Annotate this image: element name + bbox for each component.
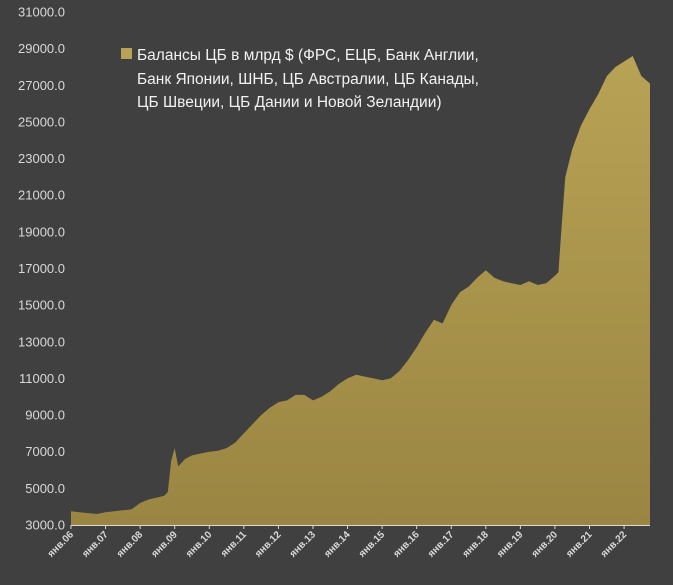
x-tick-label: янв.08 <box>115 529 146 560</box>
x-tick-label: янв.10 <box>184 529 215 560</box>
y-tick-label: 17000.0 <box>18 261 65 276</box>
y-tick-label: 27000.0 <box>18 78 65 93</box>
x-tick-label: янв.06 <box>46 529 77 560</box>
legend: Балансы ЦБ в млрд $ (ФРС, ЕЦБ, Банк Англ… <box>121 47 479 111</box>
y-tick-label: 21000.0 <box>18 188 65 203</box>
y-axis: 3000.0 5000.0 7000.0 9000.0 11000.0 13000.0 15… <box>18 5 65 533</box>
x-tick-label: янв.13 <box>288 529 319 560</box>
y-tick-label: 23000.0 <box>18 151 65 166</box>
legend-label-line-2: Банк Японии, ШНБ, ЦБ Австралии, ЦБ Канад… <box>137 71 479 88</box>
x-tick-label: янв.17 <box>426 529 457 560</box>
y-tick-label: 29000.0 <box>18 41 65 56</box>
y-tick-label: 31000.0 <box>18 5 65 20</box>
x-tick-label: янв.20 <box>530 529 561 560</box>
y-tick-label: 7000.0 <box>25 444 65 459</box>
y-tick-label: 5000.0 <box>25 481 65 496</box>
x-tick-label: янв.14 <box>322 529 353 560</box>
plot-area <box>71 56 650 525</box>
y-tick-label: 3000.0 <box>25 518 65 533</box>
x-tick-label: янв.16 <box>391 529 422 560</box>
x-tick-label: янв.22 <box>599 529 630 560</box>
x-tick-label: янв.21 <box>564 529 595 560</box>
y-tick-label: 9000.0 <box>25 408 65 423</box>
x-tick-label: янв.09 <box>149 529 180 560</box>
legend-label-line-3: ЦБ Швеции, ЦБ Дании и Новой Зеландии) <box>137 94 442 111</box>
y-tick-label: 25000.0 <box>18 114 65 129</box>
x-tick-label: янв.07 <box>80 529 111 560</box>
x-tick-label: янв.11 <box>219 529 249 559</box>
x-tick-label: янв.15 <box>357 529 388 560</box>
y-tick-label: 19000.0 <box>18 224 65 239</box>
series-area <box>71 56 650 525</box>
x-axis: янв.06 янв.07 янв.08 янв.09 янв.10 янв.11 янв.… <box>46 525 650 560</box>
x-tick-label: янв.12 <box>253 529 284 560</box>
y-tick-label: 15000.0 <box>18 298 65 313</box>
y-tick-label: 13000.0 <box>18 334 65 349</box>
x-tick-label: янв.18 <box>461 529 492 560</box>
legend-swatch <box>121 48 132 59</box>
x-tick-label: янв.19 <box>495 529 526 560</box>
y-tick-label: 11000.0 <box>19 371 65 386</box>
legend-label-line-1: Балансы ЦБ в млрд $ (ФРС, ЕЦБ, Банк Англ… <box>137 47 479 64</box>
